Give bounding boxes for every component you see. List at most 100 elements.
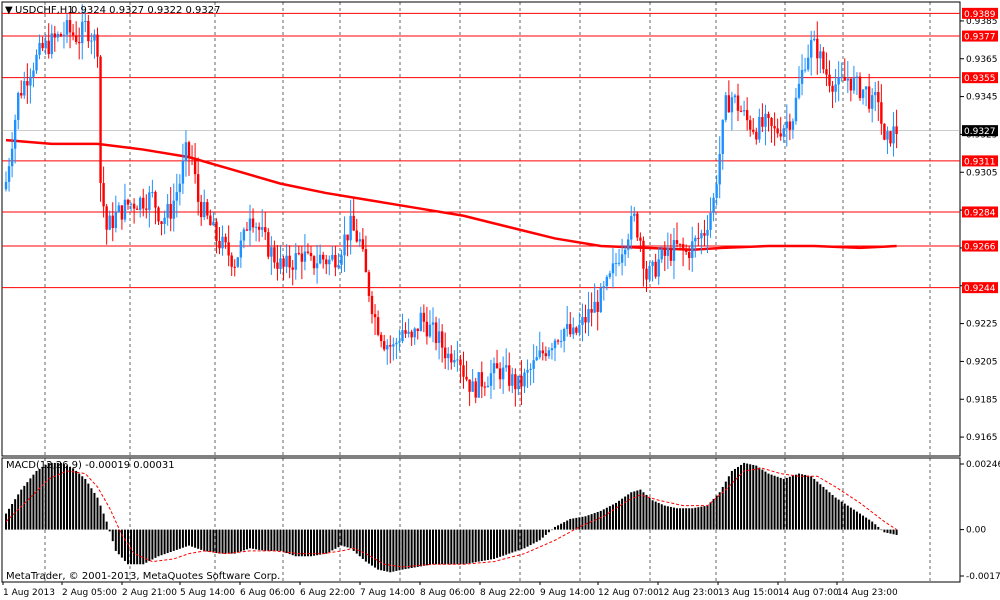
macd-bar	[889, 529, 892, 534]
x-tick-label: 14 Aug 07:00	[778, 588, 839, 598]
candle-body	[87, 20, 90, 42]
candle-body	[755, 131, 758, 140]
candle-body	[843, 77, 846, 81]
candle-body	[328, 259, 331, 265]
macd-bar	[313, 529, 316, 556]
candle-body	[858, 76, 862, 99]
macd-bar	[886, 529, 889, 533]
candle-body	[663, 249, 666, 256]
macd-bar	[837, 499, 840, 530]
macd-bar	[636, 490, 639, 530]
header-arrow[interactable]: ▼	[5, 5, 13, 16]
candle-body	[752, 129, 755, 132]
candle-body	[343, 234, 346, 256]
candle-body	[874, 92, 877, 96]
candle-body	[599, 288, 602, 312]
candle-body	[346, 234, 349, 241]
candle-body	[129, 203, 133, 205]
candle-body	[575, 327, 578, 333]
candle-body	[834, 84, 837, 92]
x-tick-label: 6 Aug 06:00	[240, 588, 295, 598]
candle-body	[248, 218, 252, 231]
macd-pane[interactable]	[1, 457, 961, 583]
level-tag-label: 0.9311	[964, 157, 996, 167]
macd-bar	[297, 529, 300, 557]
macd-bar	[340, 529, 343, 546]
macd-bar	[444, 529, 447, 565]
candle-body	[550, 348, 554, 351]
macd-bar	[520, 529, 523, 550]
candle-body	[99, 56, 102, 184]
level-tag-label: 0.9244	[964, 284, 996, 294]
macd-bar	[233, 529, 236, 554]
candle-body	[852, 77, 856, 91]
candle-body	[154, 191, 157, 208]
macd-bar	[703, 506, 706, 530]
macd-bar	[371, 529, 373, 566]
candle-body	[800, 70, 804, 84]
candle-body	[654, 261, 657, 277]
macd-bar	[117, 529, 120, 555]
candle-body	[806, 57, 810, 70]
candle-body	[828, 74, 831, 86]
macd-bar	[496, 529, 499, 558]
candle-body	[81, 21, 84, 44]
macd-bar	[404, 529, 407, 570]
candle-body	[239, 240, 243, 258]
candle-body	[587, 309, 590, 323]
macd-bar	[578, 517, 581, 530]
candle-body	[819, 51, 822, 59]
candle-body	[526, 370, 529, 373]
macd-bar	[380, 529, 383, 571]
macd-bar	[206, 529, 209, 552]
candle-body	[361, 239, 365, 250]
candle-body	[349, 215, 352, 241]
macd-bar	[114, 529, 117, 551]
macd-bar	[50, 462, 53, 530]
candle-body	[71, 32, 75, 36]
current-price-label: 0.9327	[964, 127, 996, 137]
macd-bar	[657, 502, 660, 530]
candle-body	[593, 301, 596, 313]
candle-body	[413, 328, 416, 338]
candle-body	[742, 110, 746, 112]
price-tags: 0.9389 0.9377 0.9355 0.9311 0.9284 0.9266 0.92…	[962, 7, 998, 294]
macd-bar	[697, 507, 700, 530]
macd-bar	[56, 462, 59, 530]
candle-body	[407, 331, 410, 334]
candle-body	[264, 227, 267, 233]
macd-bar	[517, 529, 520, 551]
macd-bar	[532, 529, 535, 544]
macd-bar	[605, 507, 608, 530]
candle-body	[370, 295, 374, 315]
macd-bar	[679, 508, 682, 530]
candle-body	[331, 254, 334, 260]
candle-body	[416, 328, 419, 332]
candle-body	[276, 262, 279, 269]
candle-body	[123, 199, 127, 220]
macd-bar	[136, 529, 139, 565]
candle-body	[474, 381, 477, 398]
macd-bar	[822, 486, 825, 530]
macd-bar	[133, 529, 136, 565]
candle-body	[529, 368, 532, 371]
candle-body	[694, 237, 697, 242]
price-pane[interactable]	[1, 1, 961, 457]
macd-bar	[44, 464, 47, 530]
macd-bar	[389, 529, 392, 573]
candle-body	[318, 254, 322, 264]
macd-bar	[828, 492, 831, 530]
candle-body	[544, 353, 548, 357]
macd-bar	[377, 529, 380, 570]
candle-body	[892, 126, 895, 144]
macd-bar	[157, 529, 160, 557]
candle-body	[395, 342, 398, 345]
candle-body	[340, 255, 343, 265]
candle-body	[508, 365, 511, 386]
candle-body	[453, 359, 456, 363]
candle-body	[35, 54, 38, 71]
candle-body	[4, 181, 8, 190]
macd-bar	[441, 529, 444, 565]
macd-bar	[148, 529, 151, 562]
